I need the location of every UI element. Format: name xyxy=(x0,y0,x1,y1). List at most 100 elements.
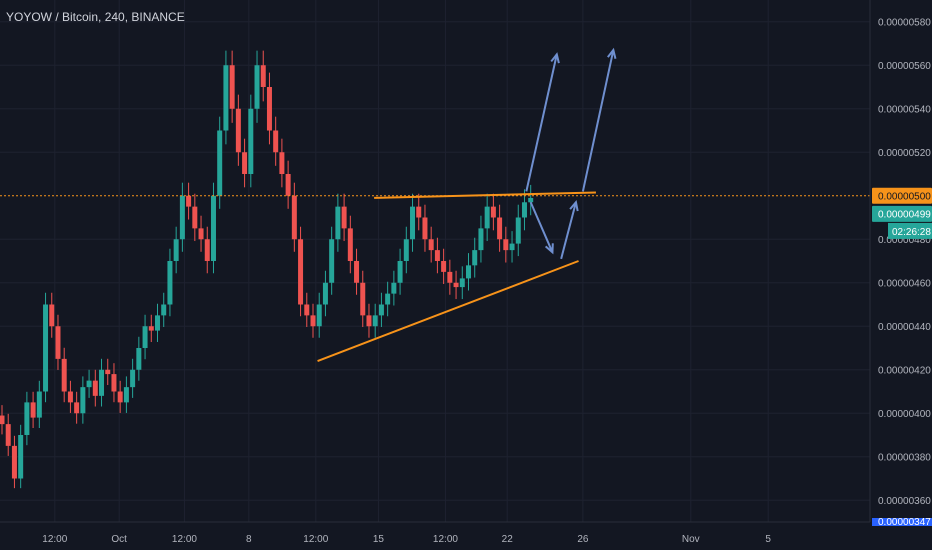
candle-body xyxy=(434,250,440,261)
candle-body xyxy=(217,130,223,196)
time-axis[interactable]: 12:00 Oct 12:00 8 12:00 15 12:00 22 26 Nov 5 xyxy=(0,521,870,545)
price-tick-label: 0.00000460 xyxy=(878,278,931,289)
candle xyxy=(416,193,422,231)
candle xyxy=(447,259,453,295)
candle-body xyxy=(378,304,384,316)
candle-body xyxy=(74,402,80,414)
candle xyxy=(67,380,73,413)
candle-body xyxy=(372,315,378,327)
candle xyxy=(453,270,459,300)
partial-bottom-tag: 0.00000347 xyxy=(872,517,932,528)
candle xyxy=(210,182,216,274)
candle-body xyxy=(366,315,372,327)
countdown-bg xyxy=(888,222,932,239)
candle xyxy=(316,292,322,338)
candle xyxy=(148,314,154,343)
candle xyxy=(5,413,11,456)
candle xyxy=(466,253,471,291)
last-price-tag-label: 0.00000499 xyxy=(878,209,931,220)
candle-body xyxy=(447,271,453,283)
candle xyxy=(179,182,185,252)
projection-arrow xyxy=(525,52,560,192)
candle-body xyxy=(173,239,179,261)
candle xyxy=(105,358,111,386)
candle xyxy=(403,226,409,274)
candle-body xyxy=(11,445,17,479)
candle-body xyxy=(167,261,173,305)
candle-body xyxy=(279,152,285,174)
candle xyxy=(347,215,353,274)
candle xyxy=(74,391,80,424)
candle xyxy=(217,116,223,209)
candle xyxy=(410,193,416,252)
time-tick-label: 5 xyxy=(765,534,771,545)
candle-body xyxy=(428,239,434,251)
time-tick-label: 12:00 xyxy=(433,534,458,545)
price-tick-label: 0.00000540 xyxy=(878,104,931,115)
candle-body xyxy=(416,206,422,218)
candle-body xyxy=(161,304,167,316)
candle-body xyxy=(441,261,447,272)
candle-body xyxy=(0,415,5,425)
time-tick-label: 12:00 xyxy=(172,534,197,545)
candle xyxy=(515,204,521,257)
candle-body xyxy=(111,374,117,392)
candle xyxy=(372,303,378,338)
last-price-tag: 0.00000499 xyxy=(872,205,932,222)
candle xyxy=(130,358,136,398)
candle-body xyxy=(67,391,73,403)
candle xyxy=(24,391,30,446)
candle-body xyxy=(360,282,366,316)
candle xyxy=(322,270,328,317)
candle xyxy=(266,72,272,145)
candle xyxy=(366,303,372,338)
candle-body xyxy=(30,402,36,418)
candle-body xyxy=(322,282,328,305)
candle xyxy=(509,231,515,263)
drawings-layer[interactable] xyxy=(0,47,870,362)
time-tick-label: 8 xyxy=(246,534,252,545)
candle-body xyxy=(478,228,484,251)
candle xyxy=(86,369,92,398)
projection-arrow xyxy=(560,200,579,260)
candle xyxy=(497,204,503,252)
horizontal-level-price-tag-label: 0.00000500 xyxy=(878,191,931,202)
candle-body xyxy=(503,239,509,251)
candle-body xyxy=(18,435,24,479)
candle-body xyxy=(130,369,136,388)
candle xyxy=(260,50,266,102)
candle xyxy=(304,292,310,327)
price-tick-label: 0.00000520 xyxy=(878,148,931,159)
candle xyxy=(484,193,490,242)
candle xyxy=(478,215,484,263)
candle xyxy=(99,358,105,407)
candle xyxy=(472,237,478,278)
candle-body xyxy=(329,239,335,283)
candle xyxy=(173,226,179,274)
projection-arrow xyxy=(529,201,554,255)
candle-body xyxy=(123,387,129,403)
arrow-head xyxy=(550,52,560,64)
time-tick-label: 12:00 xyxy=(42,534,67,545)
candle xyxy=(92,369,98,407)
candle-body xyxy=(148,326,154,331)
countdown-label: 02:26:28 xyxy=(892,227,931,238)
candle xyxy=(0,405,5,435)
candle xyxy=(360,270,366,327)
candle-body xyxy=(61,358,67,392)
candle-body xyxy=(136,348,142,370)
candle-body xyxy=(155,315,160,331)
horizontal-level-price-tag-bg xyxy=(872,187,932,204)
price-tick-label: 0.00000400 xyxy=(878,409,931,420)
price-axis[interactable]: 0.00000580 0.00000560 0.00000540 0.00000520… xyxy=(869,0,932,550)
candle-body xyxy=(410,206,416,240)
candle xyxy=(248,94,254,188)
price-tick-label: 0.00000440 xyxy=(878,322,931,333)
last-price-tag-bg xyxy=(872,205,932,222)
candle xyxy=(136,336,142,381)
candle xyxy=(490,193,496,231)
candle xyxy=(434,237,440,274)
arrow-shaft xyxy=(560,202,577,260)
candle-body xyxy=(254,65,260,109)
